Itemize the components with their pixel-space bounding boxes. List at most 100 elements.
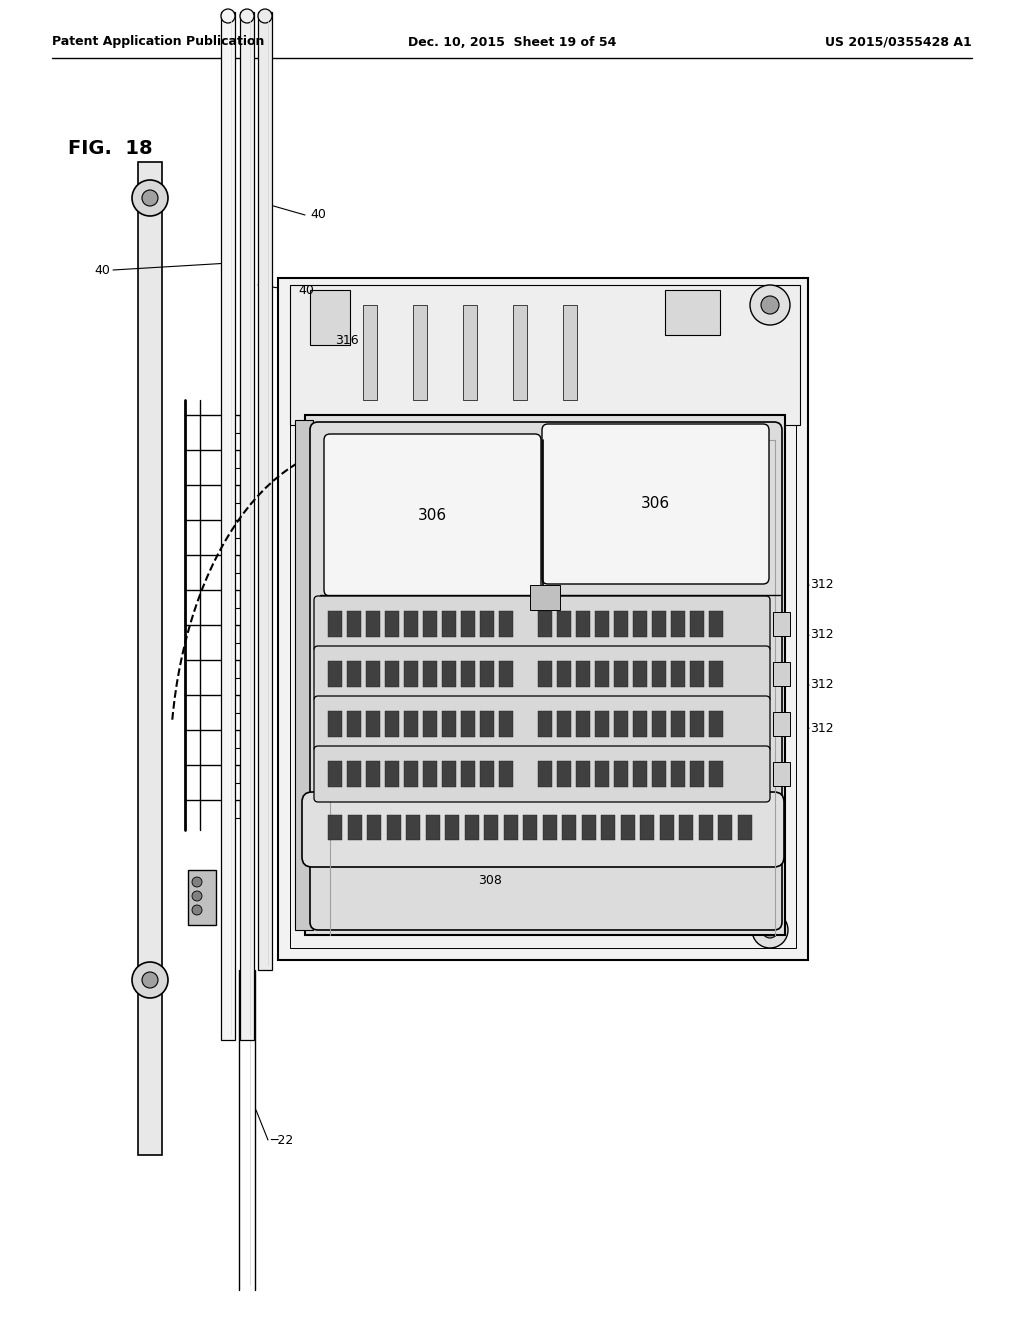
Polygon shape [461, 611, 475, 638]
Polygon shape [690, 760, 705, 787]
Circle shape [761, 296, 779, 314]
Polygon shape [290, 285, 800, 425]
Polygon shape [442, 661, 456, 688]
Polygon shape [595, 760, 609, 787]
Polygon shape [614, 611, 628, 638]
Polygon shape [614, 760, 628, 787]
Polygon shape [499, 760, 513, 787]
Text: 316: 316 [335, 334, 358, 346]
Polygon shape [385, 710, 399, 737]
Text: Patent Application Publication: Patent Application Publication [52, 36, 264, 49]
Circle shape [221, 9, 234, 22]
Circle shape [240, 9, 254, 22]
Polygon shape [538, 661, 552, 688]
Text: Dec. 10, 2015  Sheet 19 of 54: Dec. 10, 2015 Sheet 19 of 54 [408, 36, 616, 49]
Polygon shape [480, 661, 494, 688]
Polygon shape [671, 611, 685, 638]
Polygon shape [310, 290, 350, 345]
Polygon shape [366, 661, 380, 688]
Circle shape [258, 9, 272, 22]
Polygon shape [258, 12, 272, 970]
Circle shape [752, 912, 788, 948]
Polygon shape [347, 814, 361, 840]
Polygon shape [671, 710, 685, 737]
Text: 306: 306 [418, 507, 446, 523]
Polygon shape [671, 760, 685, 787]
Circle shape [142, 190, 158, 206]
Polygon shape [538, 710, 552, 737]
Polygon shape [362, 305, 377, 400]
Polygon shape [595, 710, 609, 737]
Polygon shape [347, 710, 361, 737]
Text: 40: 40 [298, 284, 314, 297]
Text: 312: 312 [810, 678, 834, 692]
Polygon shape [773, 762, 790, 785]
Polygon shape [698, 814, 713, 840]
Circle shape [193, 906, 202, 915]
Polygon shape [463, 305, 477, 400]
Polygon shape [347, 611, 361, 638]
Polygon shape [404, 611, 418, 638]
Polygon shape [385, 611, 399, 638]
FancyBboxPatch shape [314, 645, 770, 702]
Polygon shape [582, 814, 596, 840]
Circle shape [132, 962, 168, 998]
FancyBboxPatch shape [542, 424, 769, 583]
Polygon shape [690, 611, 705, 638]
Polygon shape [404, 710, 418, 737]
Text: FIG.  18: FIG. 18 [68, 139, 153, 157]
Polygon shape [461, 661, 475, 688]
FancyBboxPatch shape [314, 696, 770, 752]
Polygon shape [461, 760, 475, 787]
Text: 40: 40 [310, 209, 326, 222]
Polygon shape [773, 612, 790, 636]
Polygon shape [465, 814, 478, 840]
Circle shape [142, 972, 158, 987]
Polygon shape [461, 710, 475, 737]
Polygon shape [328, 710, 342, 737]
Polygon shape [601, 814, 615, 840]
Polygon shape [773, 663, 790, 686]
Polygon shape [423, 760, 437, 787]
FancyBboxPatch shape [314, 746, 770, 803]
Polygon shape [423, 661, 437, 688]
Polygon shape [557, 760, 571, 787]
Polygon shape [575, 710, 590, 737]
Polygon shape [718, 814, 732, 840]
Polygon shape [633, 710, 647, 737]
Polygon shape [737, 814, 752, 840]
Polygon shape [652, 611, 666, 638]
Polygon shape [543, 814, 556, 840]
Polygon shape [575, 661, 590, 688]
Polygon shape [328, 661, 342, 688]
Polygon shape [557, 661, 571, 688]
Circle shape [193, 876, 202, 887]
Text: 308: 308 [478, 874, 502, 887]
Polygon shape [328, 611, 342, 638]
Polygon shape [679, 814, 693, 840]
Polygon shape [614, 661, 628, 688]
Polygon shape [480, 611, 494, 638]
Polygon shape [366, 760, 380, 787]
Text: ─22: ─22 [270, 1134, 293, 1147]
Polygon shape [513, 305, 527, 400]
Polygon shape [665, 290, 720, 335]
Polygon shape [423, 611, 437, 638]
Polygon shape [575, 760, 590, 787]
Circle shape [762, 921, 778, 939]
Polygon shape [709, 611, 723, 638]
FancyBboxPatch shape [314, 597, 770, 652]
Polygon shape [278, 279, 808, 960]
Polygon shape [386, 814, 400, 840]
Polygon shape [709, 710, 723, 737]
Polygon shape [367, 814, 381, 840]
Polygon shape [404, 661, 418, 688]
Polygon shape [671, 661, 685, 688]
Text: 40: 40 [94, 264, 110, 276]
Polygon shape [445, 814, 459, 840]
Polygon shape [633, 760, 647, 787]
Polygon shape [499, 611, 513, 638]
Polygon shape [347, 661, 361, 688]
Polygon shape [557, 611, 571, 638]
Polygon shape [480, 710, 494, 737]
